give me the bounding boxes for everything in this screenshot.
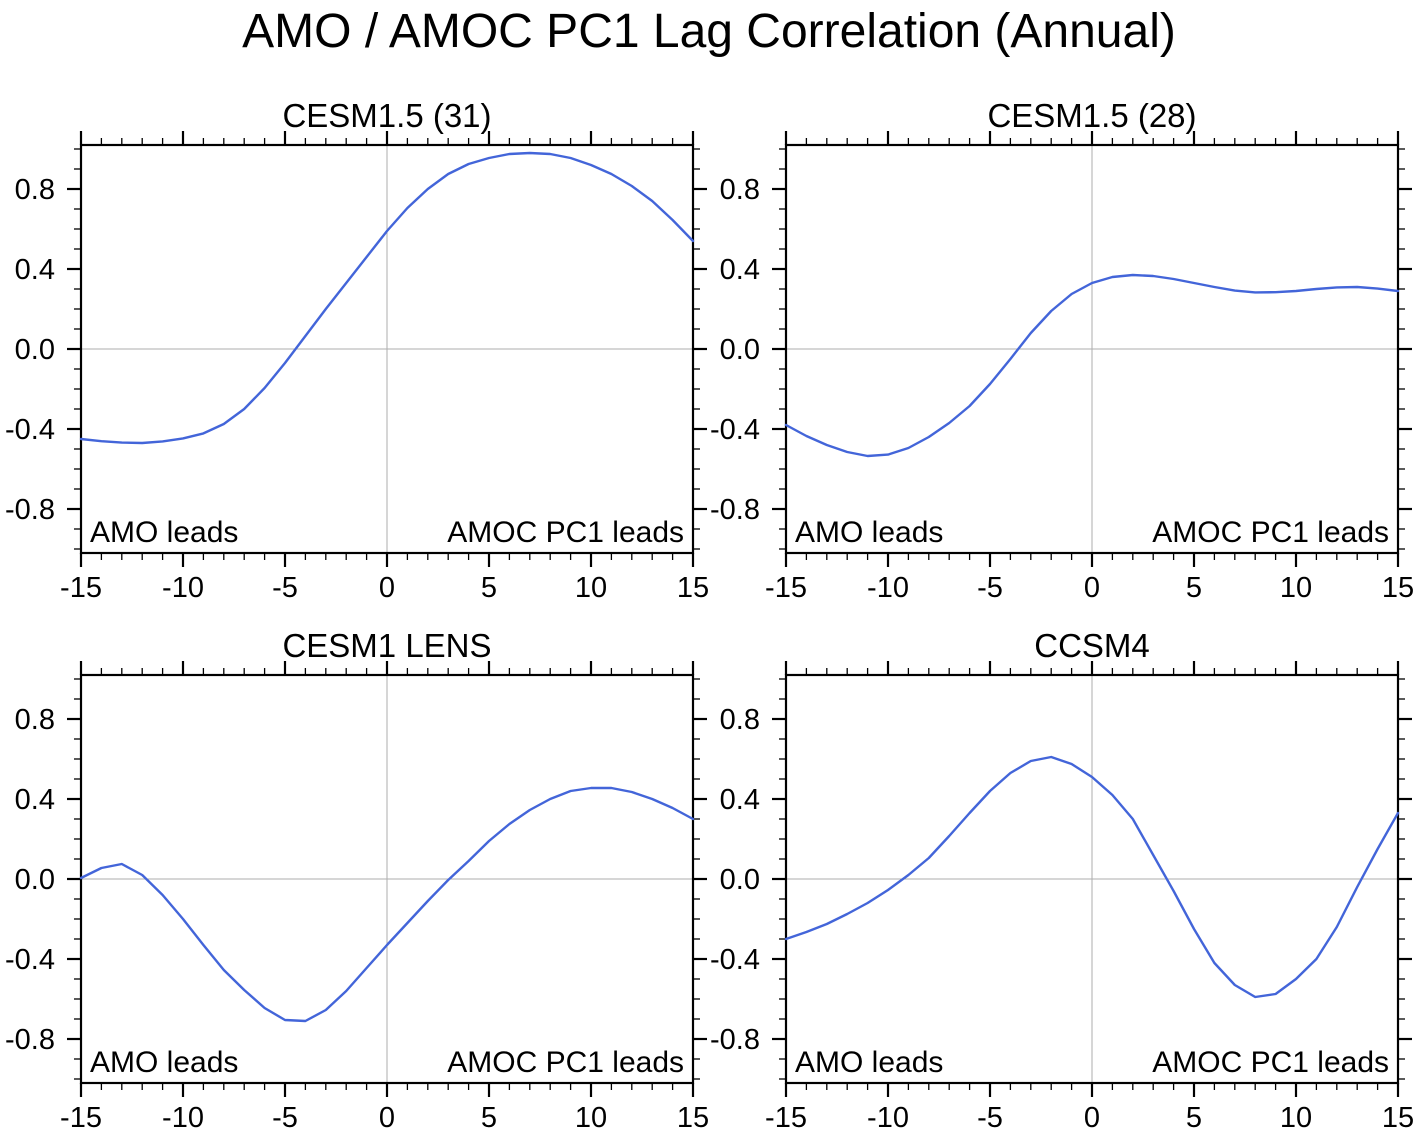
x-tick-label: 5 — [1186, 1102, 1202, 1134]
major-ticks — [67, 131, 707, 567]
figure-title: AMO / AMOC PC1 Lag Correlation (Annual) — [242, 5, 1176, 58]
x-tick-label: 5 — [1186, 572, 1202, 604]
x-tick-label: 10 — [1280, 572, 1312, 604]
correlation-line — [784, 755, 1400, 999]
x-tick-label: -15 — [60, 572, 102, 604]
panel-title: CESM1 LENS — [282, 627, 492, 664]
panel-title: CESM1.5 (28) — [987, 97, 1197, 134]
y-tick-label: -0.4 — [5, 414, 55, 446]
x-tick-label: -5 — [977, 572, 1003, 604]
y-tick-label: 0.8 — [720, 174, 760, 206]
zero-gridlines — [81, 675, 693, 1083]
x-tick-label: 5 — [481, 572, 497, 604]
minor-ticks — [74, 138, 700, 560]
x-tick-label: 15 — [677, 1102, 709, 1134]
y-tick-label: 0.8 — [15, 174, 55, 206]
amo-leads-label: AMO leads — [795, 1046, 943, 1079]
major-ticks — [772, 131, 1412, 567]
x-tick-label: -10 — [162, 572, 204, 604]
x-tick-label: 15 — [1382, 572, 1414, 604]
x-tick-label: -10 — [162, 1102, 204, 1134]
amoc-pc1-leads-label: AMOC PC1 leads — [447, 516, 684, 549]
x-tick-label: -10 — [867, 572, 909, 604]
y-tick-label: -0.8 — [5, 494, 55, 526]
amoc-pc1-leads-label: AMOC PC1 leads — [447, 1046, 684, 1079]
x-tick-label: 0 — [1084, 1102, 1100, 1134]
y-tick-label: -0.4 — [5, 944, 55, 976]
y-tick-label: 0.0 — [15, 334, 55, 366]
x-tick-label: 0 — [1084, 572, 1100, 604]
y-tick-label: 0.0 — [720, 864, 760, 896]
major-ticks — [67, 661, 707, 1097]
amo-leads-label: AMO leads — [90, 516, 238, 549]
correlation-line — [784, 273, 1400, 458]
minor-ticks — [74, 668, 700, 1090]
minor-ticks — [779, 138, 1405, 560]
zero-gridlines — [786, 675, 1398, 1083]
x-tick-label: 0 — [379, 572, 395, 604]
amoc-pc1-leads-label: AMOC PC1 leads — [1152, 516, 1389, 549]
correlation-line — [79, 151, 695, 445]
panel-title: CCSM4 — [1034, 627, 1150, 664]
amo-leads-label: AMO leads — [90, 1046, 238, 1079]
x-tick-label: 5 — [481, 1102, 497, 1134]
x-tick-label: -5 — [272, 572, 298, 604]
x-tick-label: -10 — [867, 1102, 909, 1134]
y-tick-label: 0.4 — [15, 784, 55, 816]
zero-gridlines — [786, 145, 1398, 553]
y-tick-label: 0.8 — [15, 704, 55, 736]
x-tick-label: -5 — [977, 1102, 1003, 1134]
correlation-line — [79, 786, 695, 1023]
x-tick-label: 15 — [1382, 1102, 1414, 1134]
chart-canvas: -15 -10 -5 0 5 10 15 -0.8 -0.4 0.0 0.4 0.8 AMO leads… — [5, 661, 709, 1134]
y-tick-label: 0.8 — [720, 704, 760, 736]
minor-ticks — [779, 668, 1405, 1090]
x-tick-label: 10 — [1280, 1102, 1312, 1134]
major-ticks — [772, 661, 1412, 1097]
x-tick-label: -15 — [765, 1102, 807, 1134]
x-tick-label: -15 — [765, 572, 807, 604]
panel-title: CESM1.5 (31) — [282, 97, 492, 134]
chart-canvas: -15 -10 -5 0 5 10 15 -0.8 -0.4 0.0 0.4 0.8 AMO leads… — [710, 131, 1414, 604]
axis-frame — [784, 143, 1400, 555]
amoc-pc1-leads-label: AMOC PC1 leads — [1152, 1046, 1389, 1079]
x-tick-label: 0 — [379, 1102, 395, 1134]
y-tick-label: -0.4 — [710, 414, 760, 446]
y-tick-label: 0.4 — [15, 254, 55, 286]
y-tick-label: 0.4 — [720, 784, 760, 816]
chart-canvas: -15 -10 -5 0 5 10 15 -0.8 -0.4 0.0 0.4 0.8 AMO leads… — [710, 661, 1414, 1134]
x-tick-label: 15 — [677, 572, 709, 604]
y-tick-label: -0.4 — [710, 944, 760, 976]
amo-leads-label: AMO leads — [795, 516, 943, 549]
y-tick-label: 0.4 — [720, 254, 760, 286]
y-tick-label: -0.8 — [710, 1024, 760, 1056]
x-tick-label: 10 — [575, 1102, 607, 1134]
zero-gridlines — [81, 145, 693, 553]
chart-canvas: -15 -10 -5 0 5 10 15 -0.8 -0.4 0.0 0.4 0.8 AMO leads… — [5, 131, 709, 604]
x-tick-label: -15 — [60, 1102, 102, 1134]
y-tick-label: -0.8 — [5, 1024, 55, 1056]
axis-frame — [79, 143, 695, 555]
x-tick-label: 10 — [575, 572, 607, 604]
y-tick-label: -0.8 — [710, 494, 760, 526]
y-tick-label: 0.0 — [15, 864, 55, 896]
y-tick-label: 0.0 — [720, 334, 760, 366]
x-tick-label: -5 — [272, 1102, 298, 1134]
axis-frame — [784, 673, 1400, 1085]
